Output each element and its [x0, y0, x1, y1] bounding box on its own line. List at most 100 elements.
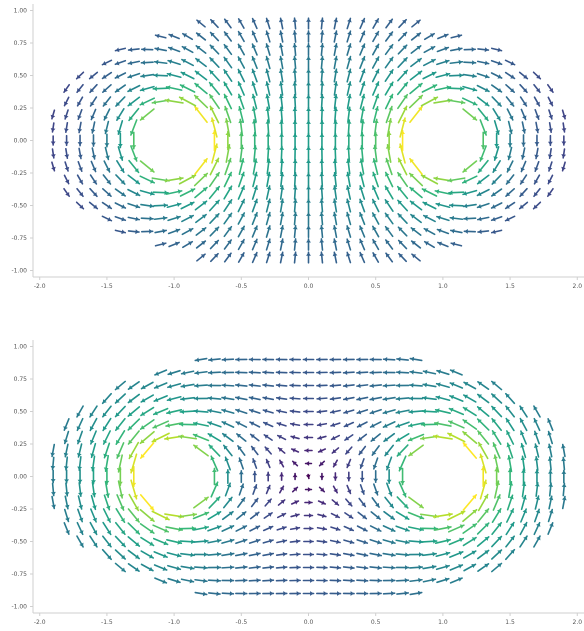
vector-arrow: [207, 525, 222, 532]
vector-arrow: [461, 97, 478, 106]
vector-arrow: [332, 224, 338, 239]
vector-arrow: [50, 109, 56, 120]
vector-arrow: [533, 405, 541, 418]
vector-arrow: [237, 252, 245, 263]
vector-arrow: [319, 132, 325, 149]
x-tick-label: 0.5: [371, 283, 381, 290]
vector-arrow: [238, 457, 244, 470]
vector-arrow: [114, 562, 126, 573]
vector-arrow: [302, 578, 315, 583]
vector-arrow: [76, 83, 84, 94]
vector-arrow: [547, 508, 554, 523]
vector-arrow: [490, 47, 503, 53]
vector-arrow: [410, 32, 422, 41]
vector-arrow: [342, 565, 355, 571]
x-tick-label: 2.0: [573, 283, 583, 290]
vector-arrow: [306, 145, 311, 162]
vector-arrow: [316, 383, 328, 388]
vector-arrow: [490, 72, 503, 79]
vector-arrow: [434, 85, 452, 91]
vector-arrow: [77, 134, 83, 147]
vector-arrow: [181, 58, 195, 67]
vector-arrow: [251, 106, 257, 123]
vector-arrow: [63, 83, 70, 94]
vector-arrow: [533, 521, 541, 536]
x-tick-label: 1.5: [505, 283, 515, 290]
vector-arrow: [278, 42, 284, 57]
vector-arrow: [462, 550, 477, 559]
vector-arrow: [342, 578, 355, 583]
vector-arrow: [103, 442, 111, 459]
vector-arrow: [447, 510, 466, 521]
vector-arrow: [115, 508, 126, 523]
vector-arrow: [371, 43, 380, 56]
vector-arrow: [346, 471, 352, 482]
vector-arrow: [153, 395, 168, 403]
vector-arrow: [547, 418, 554, 431]
vector-arrow: [316, 539, 328, 545]
vector-arrow: [505, 84, 515, 93]
vector-arrow: [303, 526, 314, 531]
vector-arrow: [114, 229, 127, 235]
vector-arrow: [476, 536, 490, 547]
vector-arrow: [250, 445, 259, 456]
vector-arrow: [194, 105, 208, 124]
vector-arrow: [237, 212, 246, 225]
vector-arrow: [303, 539, 314, 544]
vector-arrow: [264, 498, 272, 507]
vector-arrow: [333, 119, 338, 136]
vector-arrow: [192, 433, 210, 442]
vector-arrow: [208, 69, 220, 82]
vector-arrow: [139, 108, 155, 121]
vector-arrow: [356, 396, 369, 402]
vector-arrow: [238, 158, 245, 175]
vector-arrow: [477, 563, 490, 572]
vector-arrow: [249, 511, 260, 520]
vector-arrow: [519, 405, 528, 418]
vector-arrow: [103, 455, 110, 472]
vector-arrow: [447, 432, 466, 443]
vector-arrow: [223, 225, 233, 238]
vector-arrow: [534, 121, 540, 134]
vector-arrow: [384, 225, 394, 238]
x-tick-label: -2.0: [34, 619, 46, 626]
vector-arrow: [292, 106, 298, 123]
vector-arrow: [278, 459, 285, 468]
vector-arrow: [278, 485, 285, 494]
vector-arrow: [234, 382, 248, 388]
vector-arrow: [506, 160, 514, 173]
vector-arrow: [372, 30, 380, 43]
vector-arrow: [493, 146, 500, 161]
vector-arrow: [235, 578, 248, 583]
vector-arrow: [547, 96, 554, 107]
vector-arrow: [140, 406, 155, 417]
vector-arrow: [104, 467, 110, 486]
vector-arrow: [477, 107, 489, 122]
vector-arrow: [369, 552, 383, 558]
vector-arrow: [462, 203, 477, 209]
vector-arrow: [492, 160, 501, 173]
vector-arrow: [237, 93, 245, 110]
vector-arrow: [316, 552, 328, 557]
vector-arrow: [505, 96, 515, 107]
vector-arrow: [289, 538, 301, 544]
vector-arrow: [520, 147, 526, 160]
vector-arrow: [262, 525, 274, 532]
vector-arrow: [345, 446, 353, 455]
vector-arrow: [462, 85, 478, 92]
vector-arrow: [561, 469, 567, 484]
vector-arrow: [77, 455, 83, 472]
vector-arrow: [102, 430, 111, 445]
vector-arrow: [369, 383, 383, 389]
vector-arrow: [127, 72, 141, 79]
vector-arrow: [302, 552, 315, 557]
vector-arrow: [221, 538, 235, 544]
vector-arrow: [407, 526, 425, 532]
vector-arrow: [223, 212, 233, 225]
vector-arrow: [447, 420, 465, 429]
vector-arrow: [463, 47, 477, 52]
vector-arrow: [77, 160, 83, 173]
vector-arrow: [127, 202, 141, 209]
vector-arrow: [384, 239, 394, 250]
vector-arrow: [276, 512, 287, 519]
